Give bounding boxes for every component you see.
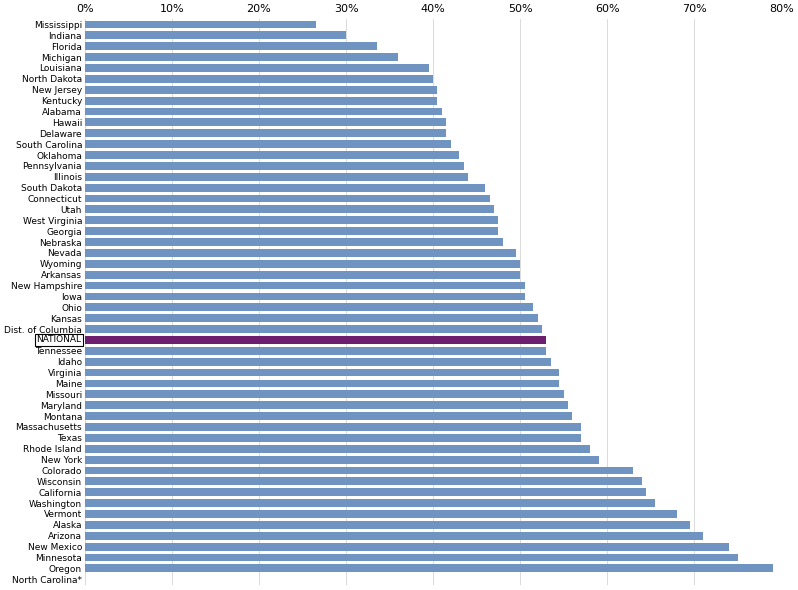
Bar <box>85 521 690 529</box>
Bar <box>85 281 524 290</box>
Bar <box>85 336 547 344</box>
Bar <box>85 86 437 94</box>
Bar <box>85 217 499 224</box>
Bar <box>85 391 563 398</box>
Bar <box>85 489 646 496</box>
Bar <box>85 532 703 540</box>
Bar <box>85 499 655 507</box>
Bar <box>85 347 547 355</box>
Bar <box>85 271 520 278</box>
Bar <box>85 195 490 202</box>
Bar <box>85 53 398 61</box>
Bar <box>85 151 460 159</box>
Bar <box>85 31 346 40</box>
Bar <box>85 238 503 246</box>
Bar <box>85 119 446 126</box>
Bar <box>85 369 559 376</box>
Bar <box>85 477 642 485</box>
Bar <box>85 183 485 192</box>
Bar <box>85 565 772 572</box>
Bar <box>85 42 377 50</box>
Bar <box>85 401 568 409</box>
Bar <box>85 129 446 137</box>
Text: NATIONAL: NATIONAL <box>37 336 81 345</box>
Bar <box>85 358 551 366</box>
Bar <box>85 303 533 311</box>
Bar <box>85 227 499 235</box>
Bar <box>85 510 677 518</box>
Bar <box>85 379 559 388</box>
Bar <box>85 64 429 72</box>
Bar <box>85 173 468 181</box>
Bar <box>85 97 437 104</box>
Bar <box>85 455 598 464</box>
Bar <box>85 553 738 562</box>
Bar <box>85 75 433 83</box>
Bar <box>85 423 581 431</box>
Bar <box>85 434 581 442</box>
Bar <box>85 21 315 28</box>
Bar <box>85 314 538 322</box>
Bar <box>85 445 590 453</box>
Bar <box>85 325 542 333</box>
Bar <box>85 140 451 148</box>
Bar <box>85 162 464 170</box>
Bar <box>85 293 524 300</box>
Bar <box>85 467 634 474</box>
Bar <box>85 249 516 257</box>
Bar <box>85 205 494 214</box>
Bar <box>85 260 520 268</box>
Bar <box>85 412 572 420</box>
Bar <box>85 107 442 116</box>
Bar <box>85 543 729 550</box>
